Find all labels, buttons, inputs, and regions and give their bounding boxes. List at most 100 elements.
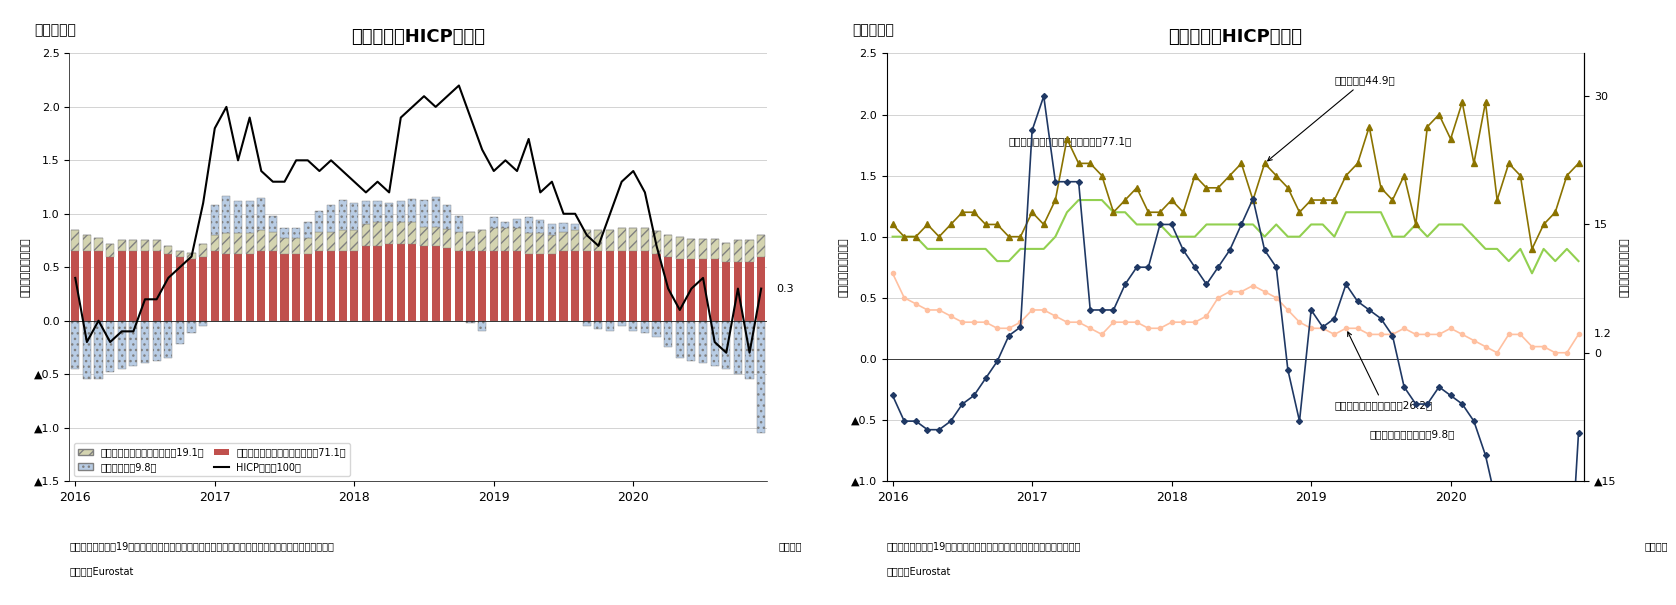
Bar bbox=[362, 246, 370, 321]
Bar bbox=[421, 227, 427, 246]
Bar bbox=[176, 251, 184, 257]
Bar bbox=[409, 244, 416, 321]
Bar bbox=[478, 230, 486, 251]
Bar bbox=[409, 222, 416, 244]
Bar bbox=[235, 254, 241, 321]
Bar bbox=[176, 257, 184, 321]
Bar bbox=[454, 216, 463, 232]
Bar bbox=[211, 205, 220, 235]
Text: （注）ユーロ圏は19か国、最新月の寄与度は簡易的な試算値、〔〕内は総合指数に対するウェイト: （注）ユーロ圏は19か国、最新月の寄与度は簡易的な試算値、〔〕内は総合指数に対す… bbox=[69, 541, 334, 551]
Bar bbox=[164, 246, 173, 254]
Bar bbox=[722, 243, 731, 262]
Bar bbox=[339, 251, 347, 321]
Bar bbox=[315, 232, 323, 251]
Bar bbox=[525, 217, 533, 233]
Bar bbox=[94, 238, 102, 251]
Bar bbox=[466, 251, 474, 321]
Bar bbox=[536, 254, 545, 321]
Bar bbox=[722, 262, 731, 321]
Bar bbox=[246, 201, 253, 233]
Bar bbox=[583, 230, 592, 251]
Bar bbox=[652, 321, 660, 337]
Bar bbox=[513, 219, 521, 227]
Bar bbox=[675, 321, 684, 358]
Text: エネルギーと飲食料を除く総合〔77.1〕: エネルギーと飲食料を除く総合〔77.1〕 bbox=[1009, 136, 1131, 146]
Bar bbox=[454, 232, 463, 251]
Bar bbox=[82, 321, 91, 379]
Bar bbox=[256, 251, 265, 321]
Bar bbox=[746, 262, 754, 321]
Bar bbox=[617, 321, 625, 326]
Bar bbox=[525, 254, 533, 321]
Text: （月次）: （月次） bbox=[778, 541, 801, 551]
Bar bbox=[664, 257, 672, 321]
Text: （資料）Eurostat: （資料）Eurostat bbox=[887, 566, 952, 577]
Bar bbox=[711, 259, 719, 321]
Bar bbox=[188, 259, 196, 321]
Bar bbox=[617, 227, 625, 251]
Bar bbox=[303, 238, 312, 254]
Bar bbox=[82, 251, 91, 321]
Bar bbox=[478, 321, 486, 332]
Bar bbox=[94, 321, 102, 379]
Bar bbox=[699, 321, 707, 364]
Bar bbox=[117, 241, 126, 251]
Text: 財（エネルギー除く）〔26.2〕: 財（エネルギー除く）〔26.2〕 bbox=[1334, 332, 1433, 410]
Bar bbox=[268, 232, 277, 251]
Bar bbox=[664, 235, 672, 257]
Legend: 飲食料（アルコール含む）〔19.1〕, エネルギー〔9.8〕, エネルギー・飲食料除く総合〔71.1〕, HICP総合〔100〕: 飲食料（アルコール含む）〔19.1〕, エネルギー〔9.8〕, エネルギー・飲食… bbox=[74, 443, 350, 476]
Bar bbox=[223, 254, 231, 321]
Bar bbox=[652, 254, 660, 321]
Bar bbox=[640, 227, 649, 251]
Bar bbox=[687, 240, 696, 259]
Bar bbox=[548, 254, 556, 321]
Bar bbox=[466, 232, 474, 251]
Bar bbox=[129, 251, 137, 321]
Bar bbox=[525, 233, 533, 254]
Bar bbox=[374, 222, 382, 246]
Bar bbox=[153, 241, 161, 251]
Bar bbox=[327, 232, 335, 251]
Bar bbox=[141, 251, 149, 321]
Text: （月次）: （月次） bbox=[1644, 541, 1668, 551]
Y-axis label: （前年同月比、％）: （前年同月比、％） bbox=[1619, 237, 1629, 297]
Bar bbox=[292, 254, 300, 321]
Bar bbox=[536, 220, 545, 233]
Text: （図表１）: （図表１） bbox=[35, 24, 77, 38]
Bar bbox=[385, 203, 394, 222]
Bar bbox=[758, 257, 766, 321]
Bar bbox=[409, 199, 416, 222]
Bar bbox=[572, 224, 580, 230]
Bar bbox=[442, 229, 451, 248]
Bar bbox=[664, 321, 672, 347]
Bar bbox=[699, 240, 707, 259]
Bar bbox=[303, 254, 312, 321]
Bar bbox=[595, 251, 602, 321]
Bar bbox=[746, 241, 754, 262]
Bar bbox=[758, 235, 766, 257]
Bar bbox=[513, 227, 521, 251]
Bar bbox=[583, 321, 592, 326]
Bar bbox=[280, 238, 288, 254]
Bar bbox=[280, 227, 288, 238]
Bar bbox=[268, 251, 277, 321]
Bar bbox=[442, 205, 451, 229]
Bar bbox=[350, 203, 359, 230]
Bar bbox=[687, 259, 696, 321]
Bar bbox=[199, 244, 208, 257]
Bar bbox=[746, 321, 754, 379]
Bar bbox=[489, 227, 498, 251]
Bar bbox=[106, 257, 114, 321]
Bar bbox=[350, 251, 359, 321]
Title: ユーロ圏のHICP上昇率: ユーロ圏のHICP上昇率 bbox=[1168, 28, 1302, 47]
Bar bbox=[397, 222, 406, 244]
Text: サービス〔44.9〕: サービス〔44.9〕 bbox=[1267, 75, 1394, 161]
Bar bbox=[548, 235, 556, 254]
Bar bbox=[489, 251, 498, 321]
Bar bbox=[397, 201, 406, 222]
Bar bbox=[315, 211, 323, 232]
Bar bbox=[362, 224, 370, 246]
Bar bbox=[572, 251, 580, 321]
Bar bbox=[385, 222, 394, 244]
Bar bbox=[292, 227, 300, 238]
